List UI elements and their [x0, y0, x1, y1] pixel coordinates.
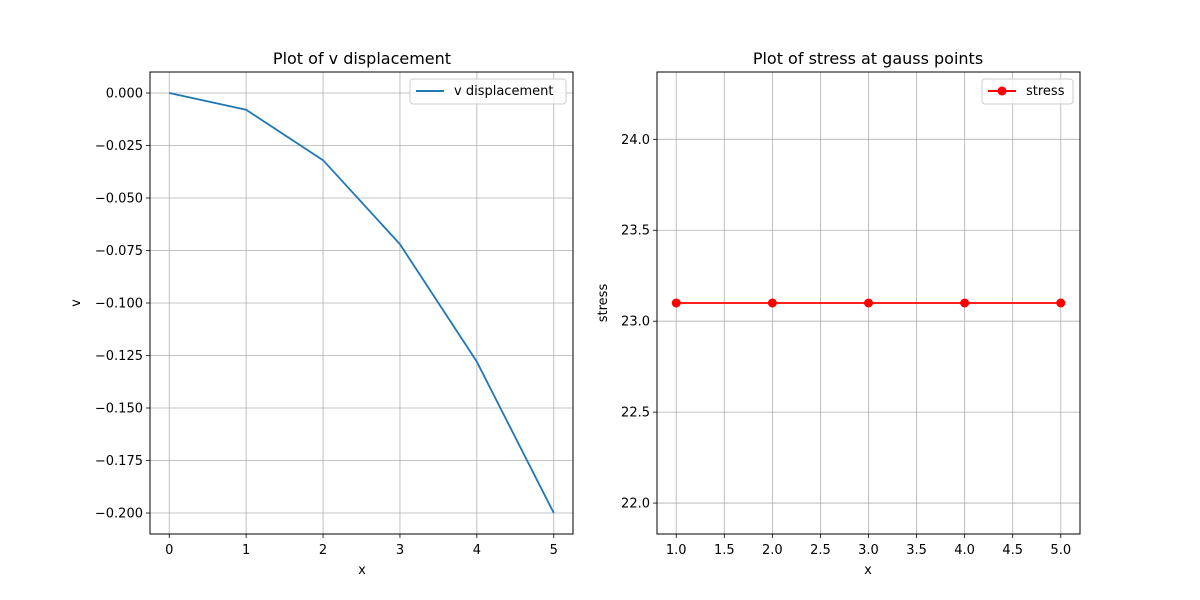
- legend-box: [981, 78, 1074, 105]
- chart-title: Plot of v displacement: [273, 49, 451, 68]
- y-tick-label: 24.0: [621, 133, 650, 148]
- y-axis-label: v: [69, 299, 84, 307]
- x-tick-label: 4: [473, 543, 481, 558]
- legend-label: v displacement: [454, 84, 553, 99]
- x-tick-label: 1.0: [666, 543, 687, 558]
- y-axis-label: stress: [596, 284, 611, 323]
- legend: stress: [981, 78, 1074, 105]
- x-tick-label: 2.5: [810, 543, 831, 558]
- y-tick-label: −0.100: [95, 297, 143, 312]
- x-tick-label: 3.5: [906, 543, 927, 558]
- y-tick-label: −0.200: [95, 507, 143, 522]
- x-tick-label: 1: [242, 543, 250, 558]
- data-point: [767, 298, 777, 308]
- x-axis-label: x: [358, 563, 366, 578]
- x-tick-label: 5.0: [1050, 543, 1071, 558]
- y-tick-label: −0.150: [95, 402, 143, 417]
- y-tick-label: 23.5: [621, 224, 650, 239]
- chart-title: Plot of stress at gauss points: [753, 49, 983, 68]
- data-point: [960, 298, 970, 308]
- y-tick-label: 23.0: [621, 315, 650, 330]
- y-tick-label: −0.025: [95, 139, 143, 154]
- data-point: [864, 298, 873, 308]
- y-tick-label: −0.125: [95, 349, 143, 364]
- x-tick-label: 3: [396, 543, 404, 558]
- x-axis-label: x: [864, 563, 872, 578]
- x-tick-label: 2.0: [762, 543, 783, 558]
- chart-stress: Plot of stress at gauss points 1.0 1.5 2.0…: [596, 49, 1081, 578]
- legend: v displacement: [409, 78, 567, 105]
- x-tick-label: 4.5: [1002, 543, 1023, 558]
- series-line: [169, 92, 555, 514]
- y-tick-label: −0.075: [95, 244, 143, 259]
- x-tick-label: 1.5: [714, 543, 735, 558]
- y-tick-label: −0.050: [95, 192, 143, 207]
- x-tick-label: 4.0: [954, 543, 975, 558]
- y-tick-label: 22.5: [621, 406, 650, 421]
- x-tick-label: 2: [319, 543, 327, 558]
- legend-box: [409, 78, 567, 105]
- y-tick-label: 0.000: [106, 87, 143, 102]
- legend-label: stress: [1026, 84, 1065, 99]
- y-tick-label: −0.175: [95, 454, 143, 469]
- x-tick-label: 3.0: [858, 543, 879, 558]
- legend-marker: [997, 86, 1007, 96]
- x-tick-label: 5: [550, 543, 558, 558]
- chart-v-displacement: Plot of v displacement 0 1 2 3 4 5 0.000 −0.025…: [69, 49, 574, 578]
- y-tick-label: 22.0: [621, 497, 650, 512]
- data-point: [1056, 298, 1066, 308]
- data-point: [671, 298, 681, 308]
- x-tick-label: 0: [165, 543, 173, 558]
